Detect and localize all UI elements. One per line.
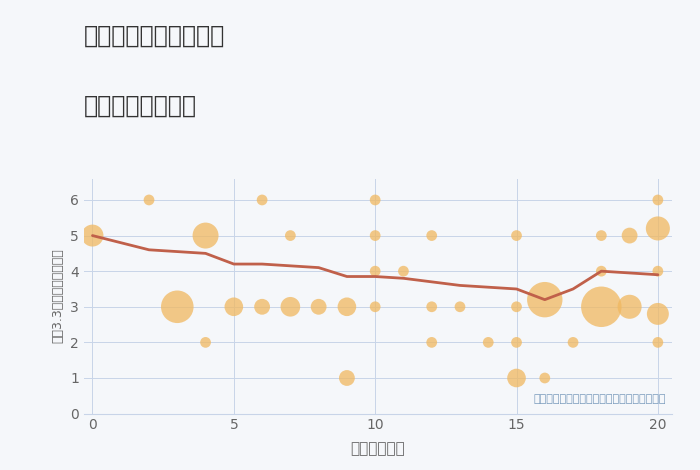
Text: 千葉県香取郡東庄町の: 千葉県香取郡東庄町の <box>84 24 225 47</box>
Point <box>511 338 522 346</box>
Point <box>539 374 550 382</box>
Point <box>568 338 579 346</box>
Point <box>426 303 438 311</box>
Point <box>652 267 664 275</box>
Point <box>370 196 381 204</box>
Point <box>200 338 211 346</box>
Text: 円の大きさは、取引のあった物件面積を示す: 円の大きさは、取引のあった物件面積を示す <box>533 394 666 404</box>
Point <box>652 196 664 204</box>
Point <box>624 303 635 311</box>
Point <box>172 303 183 311</box>
Point <box>652 310 664 318</box>
Point <box>652 225 664 232</box>
Point <box>342 303 353 311</box>
Point <box>313 303 324 311</box>
Point <box>596 303 607 311</box>
Point <box>144 196 155 204</box>
Point <box>596 267 607 275</box>
Point <box>256 196 267 204</box>
Point <box>511 303 522 311</box>
Text: 駅距離別土地価格: 駅距離別土地価格 <box>84 94 197 118</box>
Point <box>511 374 522 382</box>
Point <box>426 338 438 346</box>
Point <box>398 267 409 275</box>
Point <box>624 232 635 239</box>
Y-axis label: 坪（3.3㎡）単価（万円）: 坪（3.3㎡）単価（万円） <box>52 249 64 344</box>
Point <box>454 303 466 311</box>
Point <box>256 303 267 311</box>
Point <box>285 232 296 239</box>
Point <box>370 303 381 311</box>
Point <box>342 374 353 382</box>
Point <box>370 232 381 239</box>
Point <box>87 232 98 239</box>
Point <box>652 338 664 346</box>
Point <box>370 267 381 275</box>
Point <box>228 303 239 311</box>
Point <box>482 338 493 346</box>
Point <box>285 303 296 311</box>
Point <box>426 232 438 239</box>
X-axis label: 駅距離（分）: 駅距離（分） <box>351 441 405 456</box>
Point <box>596 232 607 239</box>
Point <box>511 232 522 239</box>
Point <box>539 296 550 304</box>
Point <box>200 232 211 239</box>
